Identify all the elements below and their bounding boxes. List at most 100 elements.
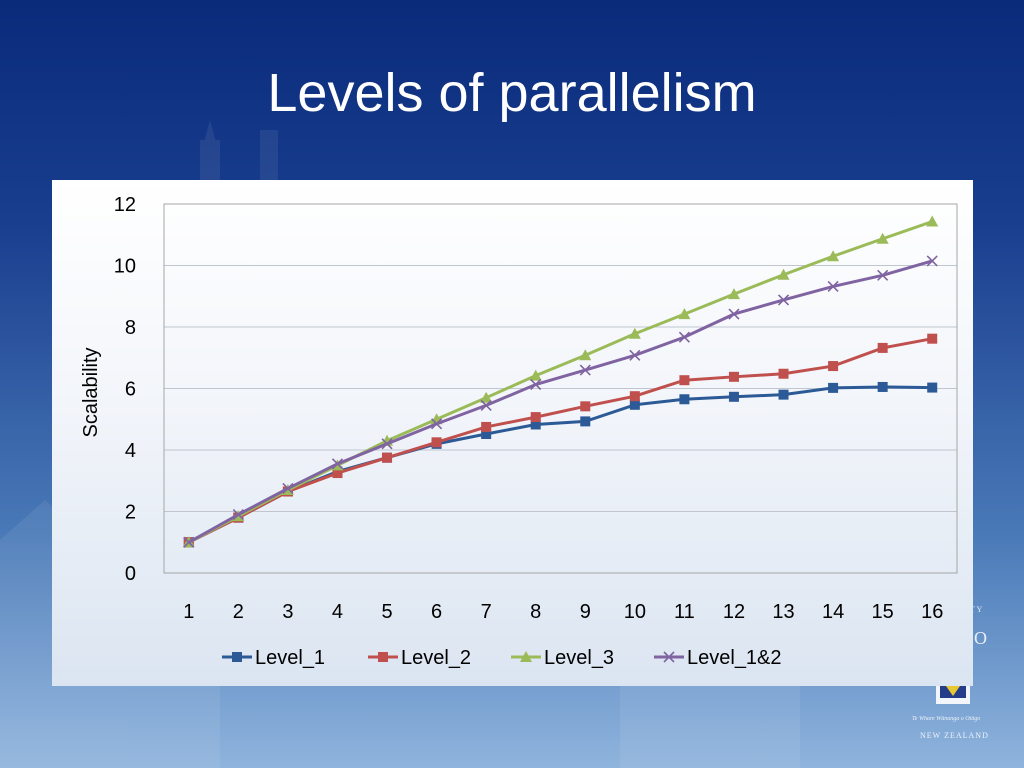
data-point-level-1-2 xyxy=(629,349,641,361)
data-point-level-3 xyxy=(480,391,493,403)
x-tick-label: 7 xyxy=(481,601,492,623)
background-architecture-decoration xyxy=(0,120,800,768)
legend-label: Level_2 xyxy=(401,647,471,669)
legend-swatch-marker xyxy=(232,652,242,662)
x-tick-label: 14 xyxy=(822,601,844,623)
data-point-level-2 xyxy=(629,391,640,402)
data-point-level-1-2 xyxy=(926,255,938,267)
x-tick-label: 15 xyxy=(872,601,894,623)
data-point-level-2 xyxy=(382,452,393,463)
legend-swatch-marker xyxy=(520,651,532,662)
data-point-level-3 xyxy=(529,369,542,381)
x-tick-label: 9 xyxy=(580,601,591,623)
series-line-level-3 xyxy=(188,220,933,544)
data-point-level-2 xyxy=(828,361,839,372)
data-point-level-1-2 xyxy=(728,308,740,320)
data-point-level-2 xyxy=(530,412,541,423)
data-point-level-1-2 xyxy=(579,364,591,376)
plot-area-frame xyxy=(163,203,958,574)
data-point-level-3 xyxy=(727,288,740,300)
data-point-level-1-2 xyxy=(183,536,195,548)
data-point-level-1 xyxy=(828,382,839,393)
logo-country: NEW ZEALAND xyxy=(920,731,989,740)
x-tick-label: 10 xyxy=(624,601,646,623)
y-tick-label: 8 xyxy=(125,317,136,339)
logo-fragment-top: T Y xyxy=(970,605,982,614)
legend-item-level-1: Level_1 xyxy=(222,647,325,669)
logo-motto: Te Whare Wānanga o Otāgo xyxy=(912,716,980,722)
data-point-level-3 xyxy=(926,215,939,227)
legend-item-level-1-2: Level_1&2 xyxy=(654,647,782,669)
y-tick-label: 10 xyxy=(114,256,136,278)
legend-label: Level_3 xyxy=(544,647,614,669)
series-line-level-1-2 xyxy=(188,259,933,544)
y-tick-label: 6 xyxy=(125,379,136,401)
data-point-level-3 xyxy=(876,232,889,244)
x-tick-label: 6 xyxy=(431,601,442,623)
data-point-level-1-2 xyxy=(777,294,790,306)
series-level-1-2 xyxy=(183,255,938,548)
y-tick-label: 12 xyxy=(114,194,136,216)
data-point-level-2 xyxy=(728,371,739,382)
data-point-level-1-2 xyxy=(530,378,542,391)
legend-label: Level_1&2 xyxy=(687,647,782,669)
data-point-level-1 xyxy=(927,382,938,393)
data-point-level-1-2 xyxy=(678,331,690,343)
x-tick-label: 11 xyxy=(674,601,695,623)
data-point-level-2 xyxy=(927,333,938,344)
data-point-level-1-2 xyxy=(431,418,443,430)
legend-item-level-2: Level_2 xyxy=(368,647,471,669)
logo-fragment-mid: O xyxy=(974,628,987,648)
x-tick-label: 5 xyxy=(381,601,392,623)
data-point-level-1 xyxy=(530,419,541,430)
data-point-level-2 xyxy=(481,421,492,432)
y-axis-ticks: 0 2 4 6 8 10 12 xyxy=(114,194,136,585)
slide-title: Levels of parallelism xyxy=(267,63,757,123)
data-point-level-1-2 xyxy=(480,399,492,411)
x-axis-ticks: 1 2 3 4 5 6 7 8 9 10 11 12 13 14 15 16 xyxy=(183,601,943,623)
legend: Level_1 Level_2 Level_3 Level_1&2 xyxy=(222,647,782,669)
legend-swatch-marker xyxy=(663,651,675,663)
data-point-level-2 xyxy=(580,401,591,412)
data-point-level-1 xyxy=(728,391,739,402)
data-point-level-2 xyxy=(778,368,789,379)
legend-label: Level_1 xyxy=(255,647,325,669)
data-point-level-3 xyxy=(777,268,790,280)
data-point-level-3 xyxy=(678,308,691,320)
data-point-level-2 xyxy=(877,342,888,353)
data-point-level-1 xyxy=(778,389,789,400)
x-tick-label: 12 xyxy=(723,601,745,623)
x-tick-label: 16 xyxy=(921,601,943,623)
legend-item-level-3: Level_3 xyxy=(511,647,614,669)
data-point-level-3 xyxy=(827,250,840,262)
data-point-level-1 xyxy=(679,394,690,405)
data-point-level-1 xyxy=(629,399,640,410)
x-tick-label: 4 xyxy=(332,601,343,623)
data-point-level-2 xyxy=(332,468,343,479)
data-point-level-1-2 xyxy=(282,482,294,495)
y-tick-label: 4 xyxy=(125,440,136,462)
y-axis-title: Scalability xyxy=(80,347,102,437)
y-tick-label: 0 xyxy=(125,563,136,585)
series-level-1 xyxy=(183,381,938,548)
series-line-level-2 xyxy=(188,337,933,544)
data-point-level-3 xyxy=(628,327,641,339)
data-point-level-1 xyxy=(481,429,492,440)
data-point-level-3 xyxy=(579,349,592,361)
data-point-level-1 xyxy=(877,381,888,392)
x-tick-label: 8 xyxy=(530,601,541,623)
data-point-level-1-2 xyxy=(827,280,839,292)
x-tick-label: 3 xyxy=(282,601,293,623)
x-tick-label: 1 xyxy=(183,601,194,623)
x-tick-label: 13 xyxy=(772,601,794,623)
data-point-level-2 xyxy=(679,375,690,386)
data-point-level-1-2 xyxy=(331,458,344,470)
data-point-level-2 xyxy=(431,437,442,448)
data-point-level-1-2 xyxy=(232,509,244,521)
data-point-level-1 xyxy=(580,416,591,427)
x-tick-label: 2 xyxy=(233,601,244,623)
legend-swatch-marker xyxy=(378,652,388,662)
data-point-level-1-2 xyxy=(381,438,393,450)
data-point-level-1-2 xyxy=(877,269,889,281)
